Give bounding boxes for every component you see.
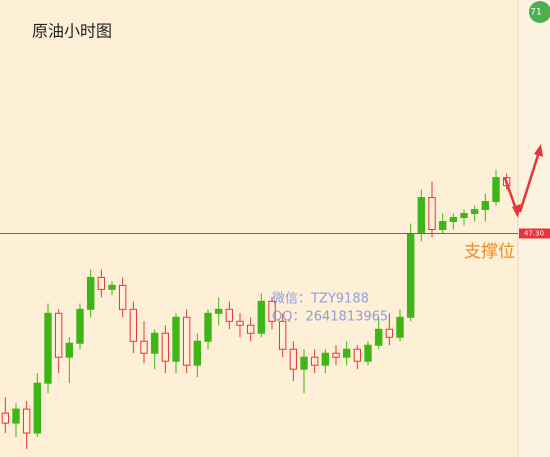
price-label: 47.30 bbox=[524, 229, 544, 237]
candle-body bbox=[321, 352, 330, 366]
candle-body bbox=[1, 412, 10, 424]
candle-body bbox=[481, 201, 490, 211]
candle-body bbox=[364, 344, 372, 362]
candle-body bbox=[246, 324, 255, 334]
watermark: 微信：TZY9188 bbox=[272, 292, 369, 307]
arrow bbox=[518, 151, 541, 213]
candle-body bbox=[257, 300, 266, 334]
candle-body bbox=[417, 197, 426, 234]
candle-body bbox=[193, 340, 202, 366]
candle-body bbox=[492, 177, 500, 203]
candle-body bbox=[214, 308, 223, 314]
candle-body bbox=[268, 300, 276, 322]
candle-body bbox=[460, 213, 468, 219]
candle-body bbox=[12, 408, 20, 424]
badge-text: 71 bbox=[530, 8, 541, 18]
candle-body bbox=[278, 320, 287, 350]
candle-body bbox=[470, 209, 479, 215]
candle-body bbox=[300, 356, 308, 370]
candle-body bbox=[438, 221, 447, 230]
candle-body bbox=[449, 217, 458, 223]
plot bbox=[1, 169, 511, 450]
candle-body bbox=[342, 348, 351, 358]
arrow-head bbox=[512, 204, 521, 218]
candle-body bbox=[118, 284, 127, 310]
candle-body bbox=[161, 332, 170, 362]
candle-body bbox=[22, 408, 31, 434]
candle-body bbox=[129, 308, 138, 342]
arrow-head bbox=[534, 144, 543, 157]
candle-body bbox=[76, 308, 84, 344]
candle-body bbox=[396, 316, 404, 338]
candle-body bbox=[353, 348, 362, 362]
annotation: 支撑位 bbox=[464, 242, 515, 262]
badge bbox=[529, 1, 550, 23]
candle-body bbox=[33, 382, 42, 434]
candle-body bbox=[182, 316, 191, 366]
candle-body bbox=[310, 356, 319, 366]
candle-body bbox=[86, 276, 95, 310]
candle-body bbox=[140, 340, 148, 354]
candle-body bbox=[172, 316, 180, 362]
price-tag bbox=[519, 228, 550, 239]
chart-title: 原油小时图 bbox=[32, 22, 112, 41]
candle-body bbox=[332, 352, 340, 358]
watermark: QQ：2641813965 bbox=[272, 310, 388, 325]
candle-body bbox=[428, 197, 436, 230]
candle-body bbox=[54, 312, 63, 358]
candle-body bbox=[374, 328, 383, 346]
candle-body bbox=[150, 332, 159, 354]
candle-body bbox=[108, 284, 116, 290]
candle-body bbox=[44, 312, 52, 384]
candle-body bbox=[406, 232, 415, 318]
candle-body bbox=[385, 328, 394, 338]
candle-body bbox=[204, 312, 212, 342]
candle-body bbox=[236, 320, 244, 326]
candle-body bbox=[289, 348, 298, 370]
candle-body bbox=[225, 308, 234, 322]
candle-body bbox=[97, 276, 106, 290]
candle-body bbox=[65, 342, 74, 358]
